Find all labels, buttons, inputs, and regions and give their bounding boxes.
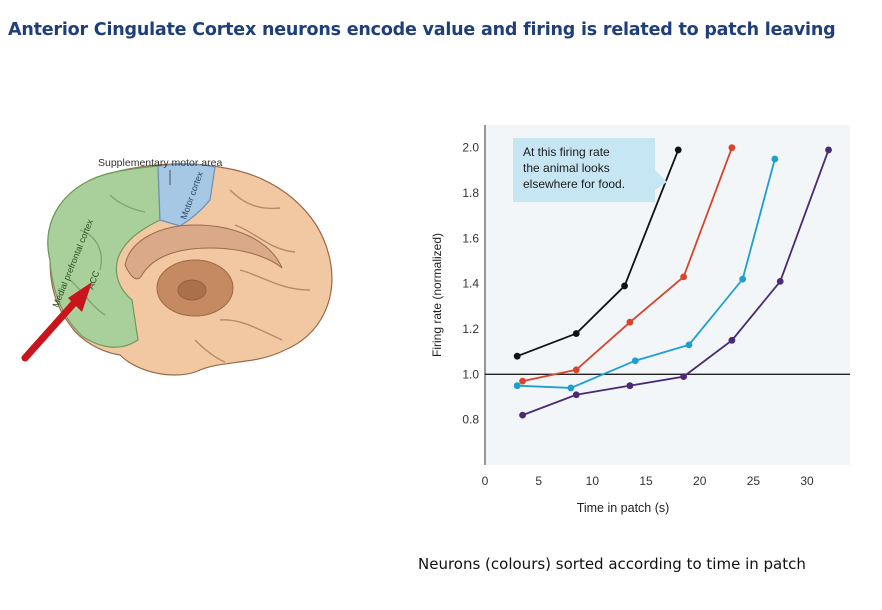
series-3-point	[771, 155, 779, 163]
annotation-line-1: At this firing rate	[523, 145, 610, 159]
arrow-icon	[21, 282, 92, 362]
y-axis-label: Firing rate (normalized)	[430, 233, 444, 357]
series-2-point	[680, 273, 688, 281]
series-3-point	[631, 357, 639, 365]
series-1-point	[572, 330, 580, 337]
brain-svg: Supplementary motor area Motor cortex Me…	[21, 157, 333, 376]
series-4-point	[680, 373, 688, 380]
annotation-box: At this firing rate the animal looks els…	[513, 138, 667, 202]
series-1-point	[513, 352, 521, 360]
series-2-point	[728, 144, 736, 152]
gyri-lines	[69, 189, 311, 363]
y-tick-label: 1.2	[462, 322, 479, 336]
y-tick-label: 1.4	[462, 277, 479, 291]
series-4-point	[626, 382, 634, 390]
motor-region	[157, 163, 216, 227]
x-tick-label: 20	[693, 474, 707, 488]
annotation-line-3: elsewhere for food.	[523, 177, 625, 191]
series-3-point	[739, 275, 747, 283]
series-4-point	[572, 391, 580, 399]
x-tick-label: 0	[482, 474, 489, 488]
x-tick-label: 15	[639, 474, 653, 488]
slide-title: Anterior Cingulate Cortex neurons encode…	[8, 20, 836, 40]
chart-svg: 0.8 1.0 1.2 1.4 1.6 1.8 2.0 0 5 10 15 20 25 30 At th…	[430, 125, 850, 515]
y-tick-label: 1.8	[462, 186, 479, 200]
x-tick-label: 30	[800, 474, 814, 488]
series-2-point	[519, 377, 526, 385]
x-axis-label: Time in patch (s)	[577, 501, 670, 515]
series-4-point	[776, 278, 784, 285]
series-1-point	[674, 146, 682, 154]
x-tick-label: 25	[747, 474, 761, 488]
series-4-point	[825, 146, 832, 154]
series-line-1	[516, 149, 680, 358]
slide-caption: Neurons (colours) sorted according to ti…	[418, 555, 806, 573]
x-tick-label: 10	[586, 474, 600, 488]
y-tick-label: 0.8	[462, 413, 479, 427]
y-tick-label: 2.0	[462, 141, 479, 155]
series-4-point	[519, 411, 526, 419]
series-line-3	[517, 158, 776, 389]
series-4-point	[728, 336, 736, 344]
series-3-point	[567, 384, 575, 392]
series-1-point	[621, 282, 628, 290]
annotation-line-2: the animal looks	[523, 161, 610, 175]
y-tick-label: 1.0	[462, 367, 479, 381]
firing-rate-chart: 0.8 1.0 1.2 1.4 1.6 1.8 2.0 0 5 10 15 20 25 30 At th…	[415, 110, 865, 530]
series-3-point	[513, 382, 521, 390]
corpus-callosum	[124, 224, 283, 280]
series-2-point	[626, 318, 634, 326]
y-tick-label: 1.6	[462, 231, 479, 245]
label-supplementary-motor: Supplementary motor area	[98, 157, 222, 169]
series-2-point	[572, 366, 580, 374]
x-tick-label: 5	[535, 474, 542, 488]
brain-illustration: Supplementary motor area Motor cortex Me…	[20, 140, 350, 390]
series-3-point	[685, 341, 693, 349]
